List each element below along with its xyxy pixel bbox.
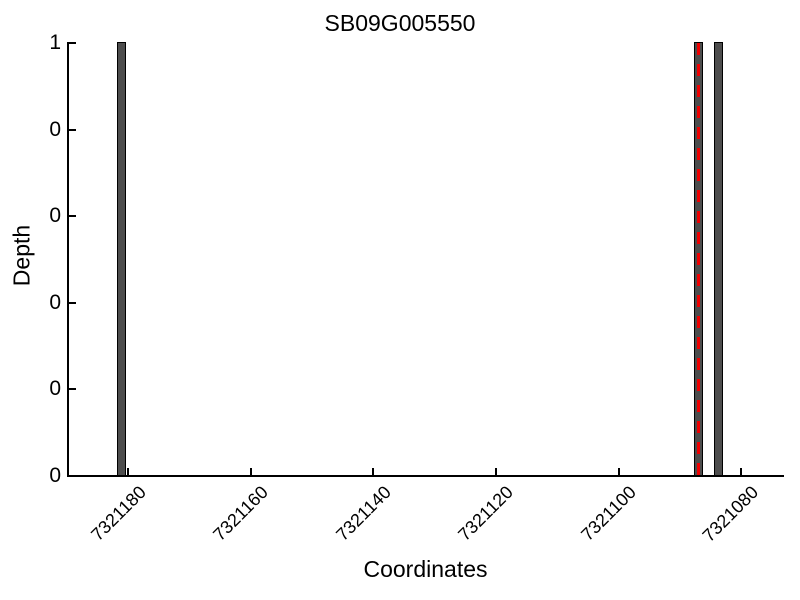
x-tick-label: 7321180 bbox=[86, 482, 150, 545]
y-axis-label: Depth bbox=[8, 224, 35, 287]
y-tick-label: 1 bbox=[49, 31, 61, 54]
y-tick-label-wrap: 0 bbox=[28, 119, 61, 140]
y-axis-line bbox=[67, 42, 69, 477]
y-tick-label-wrap: 0 bbox=[28, 465, 61, 486]
chart-title: SB09G005550 bbox=[324, 10, 476, 36]
y-tick-mark bbox=[69, 301, 76, 304]
y-tick-label-wrap: 0 bbox=[28, 378, 61, 399]
x-tick-mark bbox=[249, 468, 252, 476]
variant-marker bbox=[697, 43, 700, 477]
bar-left bbox=[117, 42, 126, 476]
y-tick-label-wrap: 0 bbox=[28, 205, 61, 226]
y-tick-mark bbox=[69, 475, 76, 477]
x-tick-mark bbox=[372, 468, 375, 476]
y-tick-label: 0 bbox=[49, 290, 61, 314]
y-tick-label-wrap: 1 bbox=[28, 32, 61, 53]
y-tick-mark bbox=[69, 42, 76, 44]
x-tick-label: 7321080 bbox=[698, 482, 763, 546]
y-tick-label: 0 bbox=[49, 464, 61, 487]
y-tick-label: 0 bbox=[49, 377, 61, 401]
x-tick-label: 7321120 bbox=[454, 482, 518, 545]
y-tick-label: 0 bbox=[49, 204, 61, 228]
y-tick-label: 0 bbox=[49, 117, 61, 141]
y-tick-label-wrap: 0 bbox=[28, 292, 61, 313]
x-tick-mark bbox=[494, 468, 497, 476]
x-tick-label: 7321100 bbox=[576, 482, 640, 545]
x-tick-mark bbox=[617, 468, 620, 476]
x-tick-label: 7321160 bbox=[209, 482, 272, 545]
bar-right-outer bbox=[714, 42, 723, 476]
x-tick-mark bbox=[127, 468, 130, 476]
y-tick-mark bbox=[69, 128, 76, 131]
y-tick-mark bbox=[69, 215, 76, 218]
x-axis-label: Coordinates bbox=[363, 556, 488, 582]
y-tick-mark bbox=[69, 388, 76, 391]
x-tick-label: 7321140 bbox=[331, 482, 395, 545]
plot-area bbox=[67, 42, 784, 477]
x-axis-line bbox=[67, 475, 784, 477]
x-tick-mark bbox=[740, 468, 743, 476]
